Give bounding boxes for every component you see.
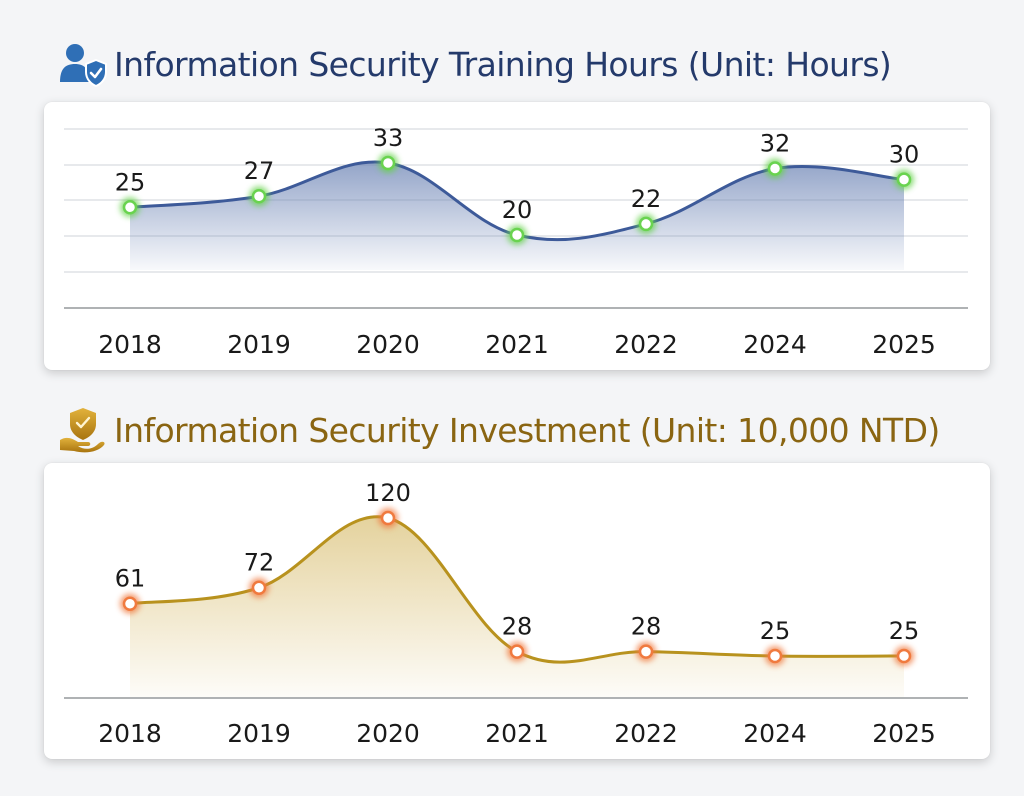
chart-panel-investment: 61 2018 72 2019 120 2020 28 2021 28 2022 25 2024 25 2… xyxy=(44,463,990,759)
chart-title-text: Information Security Investment (Unit: 1… xyxy=(114,410,940,450)
data-label: 25 xyxy=(889,617,920,645)
training-hours-chart: 2520182720193320202020212220223220243020… xyxy=(64,124,968,359)
data-point xyxy=(122,200,138,215)
x-tick-label: 2022 xyxy=(614,330,678,359)
x-tick-label: 2019 xyxy=(227,719,291,748)
x-tick-label: 2025 xyxy=(872,330,936,359)
hand-shield-icon xyxy=(60,408,105,453)
data-label: 25 xyxy=(115,168,146,196)
data-label: 72 xyxy=(244,549,275,577)
x-tick-label: 2018 xyxy=(98,719,162,748)
data-point xyxy=(767,648,783,664)
x-tick-label: 2019 xyxy=(227,330,291,359)
chart-title-training: Information Security Training Hours (Uni… xyxy=(58,40,892,88)
x-tick-label: 2025 xyxy=(872,719,936,748)
data-label: 22 xyxy=(631,185,662,213)
data-point xyxy=(638,644,654,659)
user-shield-icon xyxy=(60,44,107,88)
data-label: 25 xyxy=(760,617,791,645)
data-point xyxy=(122,596,138,611)
data-point xyxy=(896,648,912,664)
data-label: 30 xyxy=(889,141,920,169)
data-label: 120 xyxy=(365,479,411,507)
data-point xyxy=(380,155,396,171)
data-label: 28 xyxy=(502,613,533,641)
data-label: 61 xyxy=(115,565,146,593)
data-label: 28 xyxy=(631,613,662,641)
data-point xyxy=(251,580,267,595)
chart-panel-training: 25 2018 27 2019 33 2020 20 2021 22 2022 32 2024 30 20… xyxy=(44,102,990,370)
investment-chart: 61 2018 72 2019 120 2020 28 2021 28 2022 25 2024 25 2… xyxy=(64,479,968,748)
series-area xyxy=(130,162,904,270)
data-point xyxy=(509,644,525,659)
data-point xyxy=(638,216,654,232)
series-area xyxy=(130,516,904,697)
data-label: 32 xyxy=(760,130,791,158)
chart-title-text: Information Security Training Hours (Uni… xyxy=(114,44,892,84)
x-tick-label: 2024 xyxy=(743,719,807,748)
data-point xyxy=(509,227,525,243)
x-tick-label: 2020 xyxy=(356,330,420,359)
data-point xyxy=(380,510,396,526)
chart-title-investment: Information Security Investment (Unit: 1… xyxy=(58,406,940,454)
data-label: 20 xyxy=(502,196,533,224)
x-tick-label: 2024 xyxy=(743,330,807,359)
x-tick-label: 2020 xyxy=(356,719,420,748)
data-point xyxy=(251,188,267,204)
data-point xyxy=(896,172,912,187)
x-tick-label: 2018 xyxy=(98,330,162,359)
x-tick-label: 2021 xyxy=(485,719,549,748)
data-point xyxy=(767,161,783,176)
x-tick-label: 2021 xyxy=(485,330,549,359)
data-label: 27 xyxy=(244,157,275,185)
x-tick-label: 2022 xyxy=(614,719,678,748)
data-label: 33 xyxy=(373,124,404,152)
